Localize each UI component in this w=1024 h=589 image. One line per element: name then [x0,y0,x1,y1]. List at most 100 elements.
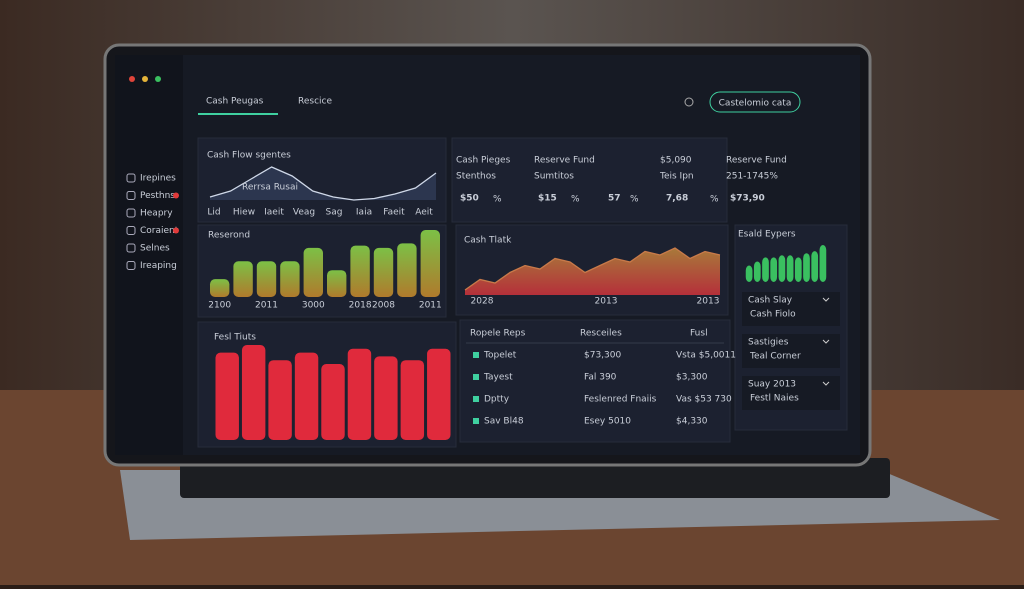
kpi-unit: % [630,195,639,205]
table-cell: $73,300 [584,351,621,361]
kpi-sub: Teis Ipn [659,172,694,182]
table-cell: Topelet [483,351,517,361]
x-label: Sag [326,208,343,218]
table-cell: Feslenred Fnaiis [584,395,657,405]
chevron[interactable] [822,297,830,302]
chart-label: Rerrsa Rusai [242,183,298,193]
bar [397,243,417,297]
table-cell: Esey 5010 [584,417,631,427]
kpi-label: Cash Pieges [456,156,511,166]
table-cell: Dptty [484,395,510,405]
badge [173,192,179,199]
kpi-unit: % [710,195,719,205]
bar [241,345,266,440]
line [209,166,437,201]
bar [400,360,425,440]
chevron[interactable] [822,381,830,386]
list-title: Sastigies [748,338,789,348]
dot [129,76,135,82]
sidebar-icon [126,226,136,235]
panel-title: Reserond [208,231,250,241]
table-header: Fusl [690,329,708,339]
table-cell: Vsta $5,0011 [676,351,736,361]
bar [294,352,319,440]
bar [373,247,394,297]
kpi-label: $5,090 [660,156,692,166]
bar [268,360,292,440]
bar [321,364,345,440]
bar [280,261,300,297]
bar [786,255,794,282]
sidebar-item: Pesthns [140,191,175,201]
sidebar-icon [126,243,136,253]
tab: Rescice [298,97,332,107]
kpi-sub: 251-1745% [726,172,778,182]
bar [811,251,819,282]
area [465,248,720,295]
x-label: 2008 [372,301,395,311]
line [464,247,721,291]
row-icon [473,396,479,402]
bar [778,255,786,282]
bar [420,230,440,297]
table-cell: Vas $53 730 [676,395,732,405]
search-button[interactable] [709,91,801,113]
bar [753,261,761,282]
list-item [742,334,840,368]
kpi-value: 57 [608,194,621,204]
tab: Cash Peugas [206,97,264,107]
kpi-value: $50 [460,194,479,204]
panel [451,137,728,223]
bar [303,247,323,297]
bar [210,279,230,297]
x-label: 2013 [595,297,618,307]
x-label: Lid [207,208,220,218]
badge [173,227,179,234]
panel-title: Cash Flow sgentes [207,151,291,161]
x-label: 2100 [208,301,231,311]
bar [745,265,753,282]
table-cell: $3,300 [676,373,708,383]
x-label: Veag [293,208,315,218]
bar [233,261,253,297]
keyboard [180,458,890,498]
search-label: Castelomio cata [719,99,792,109]
sidebar-item: Ireaping [140,261,177,271]
table-cell: Tayest [483,373,513,383]
table-cell: $4,330 [676,417,708,427]
chevron[interactable] [822,339,830,344]
area [210,167,436,200]
kpi-label: Reserve Fund [726,156,787,166]
x-label: Iaia [356,208,372,218]
kpi-value: $73,90 [730,194,765,204]
bar [770,257,778,282]
bar [427,348,451,440]
list-title: Suay 2013 [748,380,796,390]
kpi-value: 7,68 [666,194,688,204]
x-label: Iaeit [264,208,284,218]
kpi-label: Reserve Fund [534,156,595,166]
bar [327,270,347,297]
bar [762,257,769,282]
x-label: 2013 [697,297,720,307]
kpi-sub: Sumtitos [534,172,574,182]
sidebar-icon [126,173,136,183]
sidebar-item: Selnes [140,244,170,254]
bar [347,348,372,440]
sidebar-icon [126,191,136,200]
x-label: 2011 [255,301,278,311]
sidebar-icon [126,208,136,218]
kpi-unit: % [493,195,502,205]
bar [256,261,277,297]
panel [459,319,731,443]
list-item [742,292,840,326]
row-icon [473,418,479,424]
row-icon [473,352,479,358]
panel-title: Fesl Tiuts [214,333,256,343]
x-label: 2011 [419,301,442,311]
kpi-unit: % [571,195,580,205]
sidebar-icon [126,261,136,270]
sidebar-item: Coraient [140,226,179,236]
table-header: Ropele Reps [470,329,526,339]
